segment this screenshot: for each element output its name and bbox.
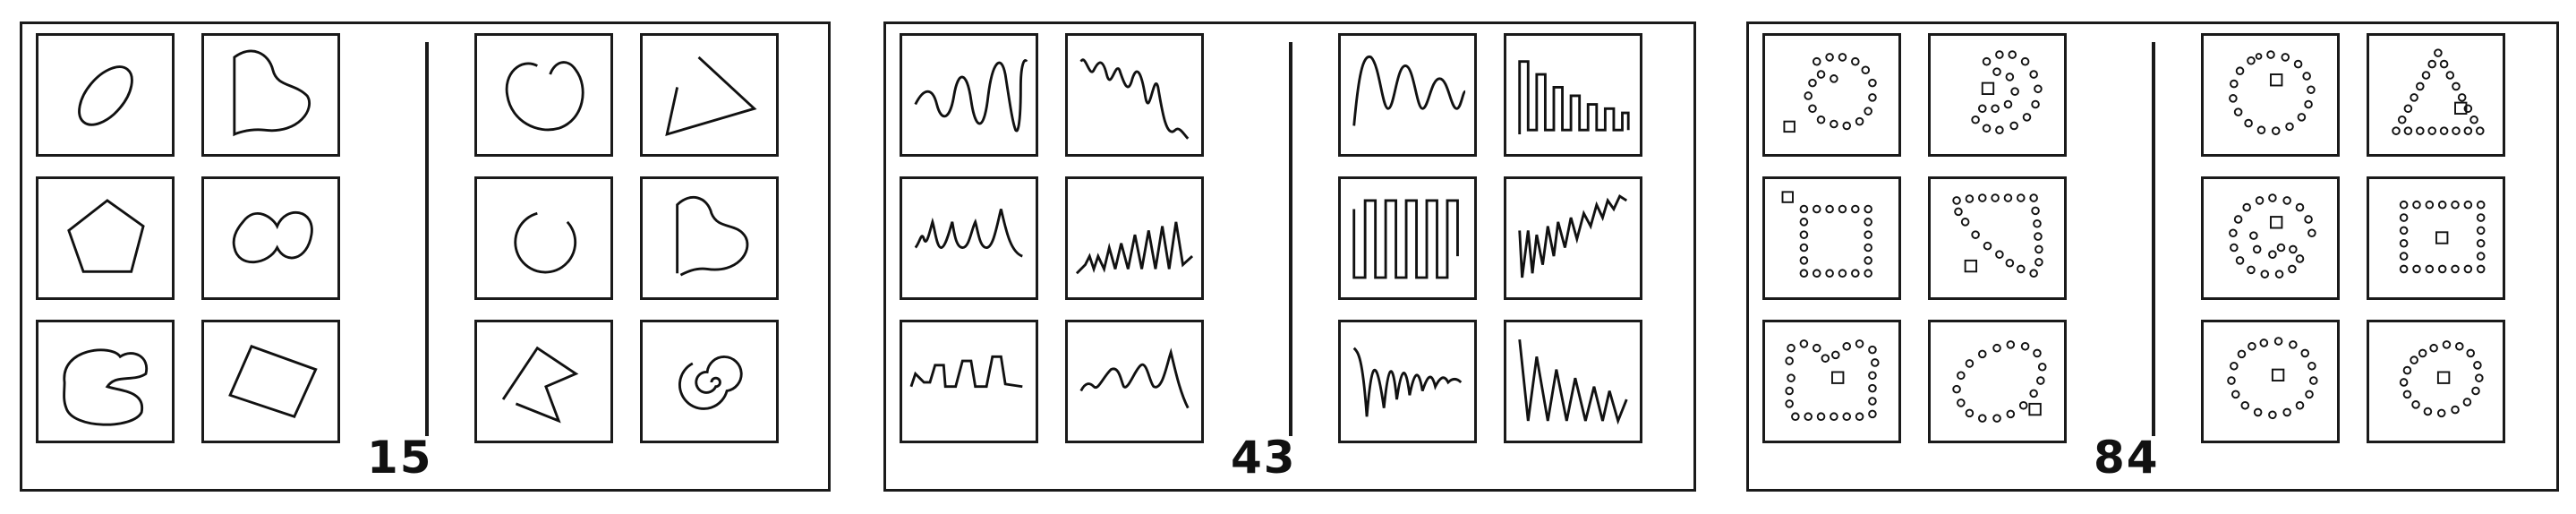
right-cell-open-kidney <box>474 33 613 157</box>
bongard-panel-43: 43 <box>883 21 1696 492</box>
divider-line <box>425 42 429 436</box>
left-cell-peanut <box>201 176 340 300</box>
right-cell-wave-5 <box>1338 320 1477 443</box>
right-cell-spiral <box>640 320 779 443</box>
right-cell-wave-1 <box>1338 33 1477 157</box>
left-cell-quadrilateral <box>201 320 340 443</box>
right-cell-zigzag <box>474 320 613 443</box>
right-cell-dot-circle-square-inside <box>2201 33 2340 157</box>
left-cell-wave-6 <box>1065 320 1204 443</box>
left-cell-dot-heart-square-inside <box>1762 320 1901 443</box>
left-cell-dot-spiral-square-outside <box>1762 33 1901 157</box>
bongard-panel-84: 84 <box>1746 21 2559 492</box>
divider-line <box>1289 42 1292 436</box>
right-cell-wave-6 <box>1504 320 1642 443</box>
left-cell-heart <box>201 33 340 157</box>
left-cell-dot-spiral-square-inside <box>1928 33 2067 157</box>
problem-number: 84 <box>2094 432 2160 484</box>
problem-number: 43 <box>1231 432 1297 484</box>
right-cell-open-heart <box>640 176 779 300</box>
right-cell-dot-spiral-square-inside <box>2201 176 2340 300</box>
left-cell-dot-square-square-outside <box>1762 176 1901 300</box>
right-cell-open-circle <box>474 176 613 300</box>
right-cell-dot-circle-square-inside-2 <box>2201 320 2340 443</box>
left-cell-wave-5 <box>900 320 1038 443</box>
left-cell-wave-1 <box>900 33 1038 157</box>
divider-line <box>2152 42 2155 436</box>
right-cell-wave-3 <box>1338 176 1477 300</box>
right-cell-open-triangle <box>640 33 779 157</box>
left-cell-ellipse <box>36 33 175 157</box>
right-cell-wave-2 <box>1504 33 1642 157</box>
right-cell-wave-4 <box>1504 176 1642 300</box>
bongard-panel-15: 15 <box>20 21 831 492</box>
right-cell-dot-triangle-square-inside <box>2367 33 2505 157</box>
left-cell-wave-3 <box>900 176 1038 300</box>
left-cell-pentagon <box>36 176 175 300</box>
left-cell-wave-4 <box>1065 176 1204 300</box>
left-cell-dot-ellipse-square-inside <box>1928 320 2067 443</box>
problem-number: 15 <box>367 432 433 484</box>
left-cell-dot-quad-square-inside <box>1928 176 2067 300</box>
left-cell-blob <box>36 320 175 443</box>
right-cell-dot-square-square-inside <box>2367 176 2505 300</box>
left-cell-wave-2 <box>1065 33 1204 157</box>
right-cell-dot-blob-square-inside <box>2367 320 2505 443</box>
